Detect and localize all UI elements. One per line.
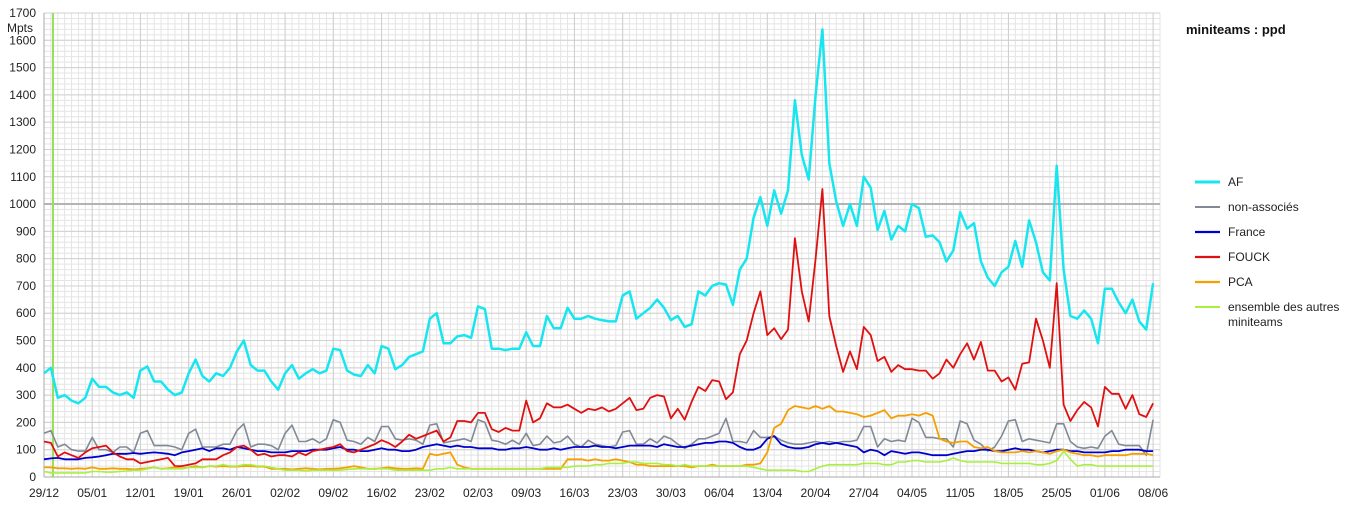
legend-entry-line: miniteams — [1228, 315, 1283, 329]
y-axis-label: Mpts — [7, 21, 33, 35]
series-line — [43, 28, 1155, 405]
x-tick-label: 25/05 — [1042, 486, 1072, 500]
x-tick-label: 02/03 — [463, 486, 493, 500]
x-tick-label: 09/03 — [511, 486, 541, 500]
legend-entry-label: ensemble des autres miniteams — [1228, 300, 1339, 329]
y-tick-label: 1500 — [9, 61, 36, 75]
x-tick-label: 27/04 — [849, 486, 879, 500]
y-tick-label: 1200 — [9, 142, 36, 156]
x-tick-label: 20/04 — [801, 486, 831, 500]
chart-title: miniteams : ppd — [1186, 22, 1286, 37]
x-tick-label: 05/01 — [77, 486, 107, 500]
y-tick-label: 1100 — [10, 170, 36, 184]
x-tick-label: 04/05 — [897, 486, 927, 500]
y-tick-label: 100 — [16, 443, 36, 457]
series-line — [43, 435, 1154, 461]
y-tick-label: 0 — [29, 470, 36, 484]
legend-entry-line: ensemble des autres — [1228, 300, 1339, 314]
y-tick-label: 500 — [16, 334, 36, 348]
x-tick-label: 18/05 — [993, 486, 1023, 500]
x-tick-label: 01/06 — [1090, 486, 1120, 500]
x-tick-label: 06/04 — [704, 486, 734, 500]
x-tick-label: 11/05 — [946, 486, 975, 500]
y-tick-label: 700 — [16, 279, 36, 293]
x-tick-label: 26/01 — [222, 486, 252, 500]
y-tick-label: 900 — [16, 224, 36, 238]
x-tick-label: 19/01 — [174, 486, 204, 500]
x-tick-label: 29/12 — [29, 486, 59, 500]
x-tick-label: 16/02 — [367, 486, 397, 500]
y-axis-ticks: 0 100 200 300 400 500 600 700 800 900 1000 1100 1200… — [9, 6, 36, 484]
legend-entry-label: PCA — [1228, 275, 1253, 289]
y-tick-label: 1600 — [9, 33, 36, 47]
x-tick-label: 16/03 — [559, 486, 589, 500]
legend-entry-label: France — [1228, 225, 1266, 239]
y-tick-label: 1300 — [9, 115, 36, 129]
y-tick-label: 400 — [16, 361, 36, 375]
series-line — [43, 417, 1154, 456]
x-tick-label: 23/03 — [608, 486, 638, 500]
legend-entry-label: non-associés — [1228, 200, 1299, 214]
legend: AF non-associés France FOUCK PCA ensemble des… — [1195, 175, 1339, 329]
series-line — [43, 188, 1154, 467]
x-tick-label: 08/06 — [1138, 486, 1168, 500]
series-lines — [43, 28, 1155, 474]
y-tick-label: 300 — [16, 388, 36, 402]
x-tick-label: 12/01 — [125, 486, 155, 500]
x-tick-label: 23/02 — [415, 486, 445, 500]
x-tick-label: 02/02 — [270, 486, 300, 500]
y-tick-label: 1400 — [9, 88, 36, 102]
y-tick-label: 200 — [16, 415, 36, 429]
y-tick-label: 1700 — [9, 6, 36, 20]
y-tick-label: 600 — [16, 306, 36, 320]
plot-border — [43, 13, 1160, 478]
legend-entry-label: FOUCK — [1228, 250, 1270, 264]
x-axis-ticks: 29/12 05/01 12/01 19/01 26/01 02/02 09/02 16/02… — [29, 486, 1168, 500]
x-tick-label: 09/02 — [318, 486, 348, 500]
y-tick-label: 800 — [16, 252, 36, 266]
x-tick-label: 13/04 — [752, 486, 782, 500]
series-line — [43, 450, 1154, 474]
x-tick-label: 30/03 — [656, 486, 686, 500]
y-tick-label: 1000 — [9, 197, 36, 211]
legend-entry-label: AF — [1228, 175, 1243, 189]
